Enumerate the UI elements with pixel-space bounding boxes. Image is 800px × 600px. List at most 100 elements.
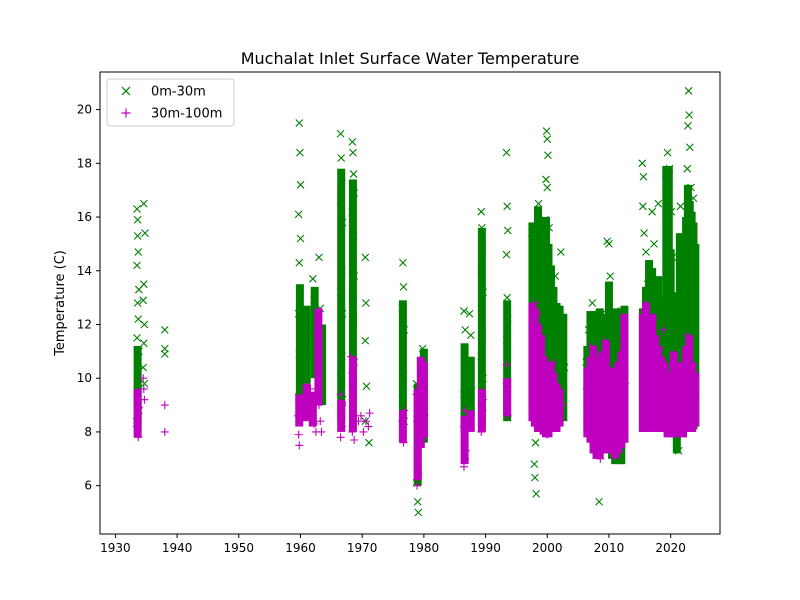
data-point-marker	[542, 127, 551, 135]
data-point-marker	[413, 497, 422, 506]
data-point-marker	[296, 180, 305, 189]
data-point-marker	[539, 285, 547, 294]
data-point-marker	[133, 231, 142, 240]
data-point-marker	[460, 390, 468, 399]
data-point-marker	[348, 207, 357, 216]
data-point-marker	[503, 293, 512, 302]
x-tick-label: 2020	[655, 541, 686, 555]
data-point-marker	[620, 379, 629, 388]
dense-marker-column	[466, 410, 475, 432]
x-tick-label: 1990	[470, 541, 501, 555]
data-point-marker	[478, 331, 487, 340]
data-point-marker	[683, 164, 692, 173]
data-point-marker	[296, 234, 305, 243]
dense-marker-column	[398, 410, 407, 443]
data-point-marker	[414, 470, 423, 479]
data-point-marker	[651, 347, 660, 356]
data-point-marker	[160, 325, 169, 334]
y-tick-label: 14	[77, 264, 92, 278]
series-deep	[133, 299, 700, 490]
data-point-marker	[133, 299, 142, 307]
y-axis-label: Temperature (C)	[53, 250, 68, 357]
data-point-marker	[466, 331, 475, 340]
data-point-marker	[347, 352, 356, 361]
data-point-marker	[349, 148, 357, 157]
data-point-marker	[654, 199, 663, 208]
data-point-marker	[608, 347, 617, 356]
chart-title: Muchalat Inlet Surface Water Temperature	[241, 49, 580, 68]
data-point-marker	[133, 205, 141, 213]
data-point-marker	[680, 315, 689, 324]
data-point-marker	[349, 411, 358, 420]
data-point-marker	[528, 333, 537, 342]
data-point-marker	[530, 299, 539, 307]
data-point-marker	[365, 438, 373, 447]
data-point-marker	[413, 417, 422, 426]
dense-marker-column	[419, 362, 428, 438]
data-point-marker	[349, 231, 358, 240]
data-point-marker	[616, 401, 625, 410]
data-point-marker	[350, 188, 359, 197]
data-point-marker	[664, 401, 673, 410]
data-point-marker	[140, 320, 149, 329]
data-point-marker	[418, 358, 427, 367]
data-point-marker	[364, 422, 373, 431]
data-point-marker	[308, 274, 317, 283]
data-point-marker	[359, 427, 368, 436]
y-tick-label: 6	[84, 479, 92, 493]
x-tick-label: 2000	[532, 541, 563, 555]
data-point-marker	[543, 151, 552, 160]
data-point-marker	[553, 390, 562, 399]
x-tick-label: 2010	[594, 541, 625, 555]
data-point-marker	[399, 438, 408, 447]
data-point-marker	[461, 368, 470, 377]
y-tick-label: 16	[77, 210, 92, 224]
data-point-marker	[558, 401, 567, 410]
data-point-marker	[134, 248, 143, 256]
series-layer	[133, 86, 700, 517]
data-point-marker	[661, 170, 670, 178]
data-point-marker	[414, 508, 423, 517]
data-point-marker	[466, 360, 475, 369]
data-point-marker	[134, 433, 143, 442]
data-point-marker	[540, 417, 549, 426]
data-point-marker	[477, 207, 486, 216]
data-point-marker	[668, 253, 677, 262]
data-point-marker	[596, 454, 605, 463]
data-point-marker	[639, 307, 648, 316]
dense-marker-column	[503, 378, 512, 416]
data-point-marker	[601, 336, 610, 345]
data-point-marker	[294, 430, 303, 439]
data-point-marker	[304, 325, 313, 334]
data-point-marker	[550, 379, 559, 388]
dense-marker-column	[620, 313, 629, 443]
data-point-marker	[548, 358, 557, 367]
data-point-marker	[551, 272, 560, 281]
x-tick-label: 1930	[100, 541, 131, 555]
dense-marker-column	[559, 313, 568, 422]
data-point-marker	[503, 226, 512, 235]
data-point-marker	[418, 344, 427, 353]
data-point-marker	[140, 395, 149, 404]
dense-marker-column	[295, 394, 304, 427]
data-point-marker	[689, 194, 698, 203]
data-point-marker	[640, 229, 649, 238]
dense-marker-column	[691, 243, 700, 427]
data-point-marker	[337, 409, 346, 418]
data-point-marker	[479, 395, 488, 404]
data-point-marker	[479, 288, 487, 297]
data-point-marker	[613, 368, 622, 377]
data-point-marker	[337, 240, 346, 248]
y-axis-ticks: 6 8 10 12 14 16 18 20	[77, 103, 100, 493]
legend-label: 30m-100m	[151, 107, 222, 122]
data-point-marker	[503, 202, 512, 211]
data-point-marker	[295, 371, 304, 380]
data-point-marker	[654, 358, 663, 367]
data-point-marker	[348, 293, 357, 302]
legend: 0m-30m 30m-100m	[106, 78, 235, 127]
data-point-marker	[139, 339, 148, 348]
data-point-marker	[543, 430, 552, 439]
legend-marker	[121, 108, 131, 118]
data-point-marker	[134, 379, 143, 388]
data-point-marker	[606, 438, 615, 447]
